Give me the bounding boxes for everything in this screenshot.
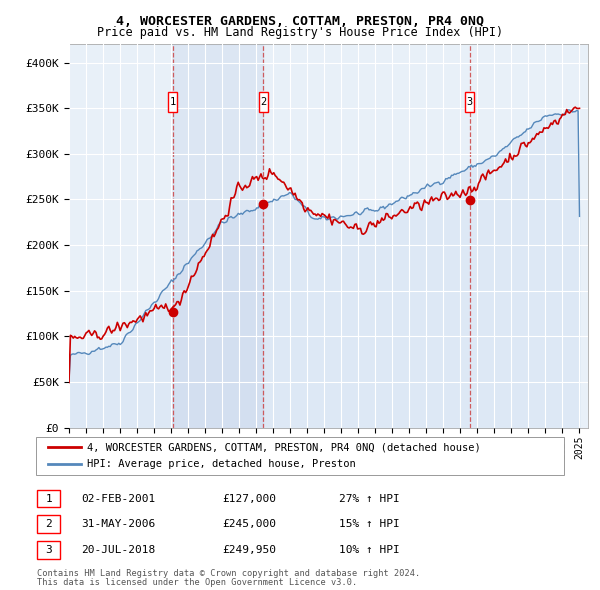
Text: 02-FEB-2001: 02-FEB-2001 — [81, 494, 155, 503]
Text: £249,950: £249,950 — [222, 545, 276, 555]
Text: £127,000: £127,000 — [222, 494, 276, 503]
Text: 2: 2 — [45, 519, 52, 529]
Text: 2: 2 — [260, 97, 266, 107]
Text: 1: 1 — [45, 494, 52, 503]
Text: 20-JUL-2018: 20-JUL-2018 — [81, 545, 155, 555]
Text: 15% ↑ HPI: 15% ↑ HPI — [339, 519, 400, 529]
FancyBboxPatch shape — [259, 91, 268, 112]
FancyBboxPatch shape — [466, 91, 474, 112]
Text: 27% ↑ HPI: 27% ↑ HPI — [339, 494, 400, 503]
FancyBboxPatch shape — [168, 91, 177, 112]
Text: 10% ↑ HPI: 10% ↑ HPI — [339, 545, 400, 555]
Text: HPI: Average price, detached house, Preston: HPI: Average price, detached house, Pres… — [87, 459, 356, 469]
Text: 3: 3 — [467, 97, 473, 107]
Text: £245,000: £245,000 — [222, 519, 276, 529]
Bar — [173, 44, 263, 428]
Text: Price paid vs. HM Land Registry's House Price Index (HPI): Price paid vs. HM Land Registry's House … — [97, 26, 503, 39]
Text: 3: 3 — [45, 545, 52, 555]
Text: 4, WORCESTER GARDENS, COTTAM, PRESTON, PR4 0NQ: 4, WORCESTER GARDENS, COTTAM, PRESTON, P… — [116, 15, 484, 28]
Text: This data is licensed under the Open Government Licence v3.0.: This data is licensed under the Open Gov… — [37, 578, 358, 588]
Text: Contains HM Land Registry data © Crown copyright and database right 2024.: Contains HM Land Registry data © Crown c… — [37, 569, 421, 578]
Text: 4, WORCESTER GARDENS, COTTAM, PRESTON, PR4 0NQ (detached house): 4, WORCESTER GARDENS, COTTAM, PRESTON, P… — [87, 442, 481, 453]
Text: 1: 1 — [170, 97, 176, 107]
Text: 31-MAY-2006: 31-MAY-2006 — [81, 519, 155, 529]
